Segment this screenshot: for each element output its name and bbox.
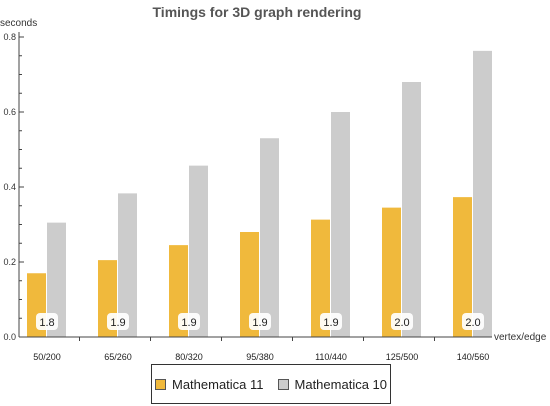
ratio-label: 1.9: [181, 317, 196, 329]
legend-swatch-mathematica-11: [154, 378, 166, 390]
x-tick-label: 110/440: [315, 352, 347, 362]
y-tick-label: 0.4: [3, 182, 16, 192]
y-tick-label: 0.2: [3, 257, 16, 267]
legend-item-mathematica-10: Mathematica 10: [277, 376, 388, 392]
bar-mathematica-10-50-200: [47, 222, 66, 337]
y-tick-label: 0.6: [3, 107, 16, 117]
ratio-badge: [36, 313, 58, 330]
y-tick-label: 0.0: [3, 332, 16, 342]
legend-swatch-mathematica-10: [277, 378, 289, 390]
ratio-badge: [391, 313, 413, 330]
y-tick-label: 0.8: [3, 32, 16, 42]
bar-mathematica-11-140-560: [453, 197, 472, 337]
y-axis-label: seconds: [0, 18, 37, 29]
legend-label-mathematica-11: Mathematica 11: [171, 376, 264, 392]
legend-label-mathematica-10: Mathematica 10: [294, 376, 388, 392]
ratio-label: 2.0: [394, 317, 409, 329]
bar-mathematica-10-95-380: [260, 138, 279, 337]
x-tick-label: 50/200: [33, 352, 61, 362]
bar-mathematica-10-110-440: [331, 112, 350, 337]
bar-mathematica-10-65-260: [118, 193, 137, 337]
x-tick-label: 65/260: [104, 352, 132, 362]
ratio-badge: [320, 313, 342, 330]
ratio-label: 1.9: [323, 317, 338, 329]
ratio-badge: [249, 313, 271, 330]
bar-mathematica-11-110-440: [311, 219, 330, 337]
x-axis-label: vertex/edge: [494, 332, 547, 343]
ratio-badge: [178, 313, 200, 330]
x-tick-label: 95/380: [246, 352, 274, 362]
chart-title: Timings for 3D graph rendering: [153, 4, 362, 20]
bar-mathematica-11-125-500: [382, 207, 401, 337]
x-tick-label: 140/560: [457, 352, 490, 362]
bar-mathematica-10-80-320: [189, 165, 208, 337]
bar-mathematica-10-125-500: [402, 82, 421, 337]
ratio-label: 2.0: [465, 317, 480, 329]
ratio-badge: [462, 313, 484, 330]
ratio-label: 1.9: [252, 317, 267, 329]
bar-mathematica-11-95-380: [240, 232, 259, 337]
legend: Mathematica 11 Mathematica 10: [151, 364, 391, 404]
bar-mathematica-10-140-560: [473, 50, 492, 337]
legend-item-mathematica-11: Mathematica 11: [154, 376, 264, 392]
x-tick-label: 80/320: [175, 352, 203, 362]
ratio-label: 1.9: [110, 317, 125, 329]
ratio-badge: [107, 313, 129, 330]
x-tick-label: 125/500: [386, 352, 419, 362]
ratio-label: 1.8: [39, 317, 54, 329]
